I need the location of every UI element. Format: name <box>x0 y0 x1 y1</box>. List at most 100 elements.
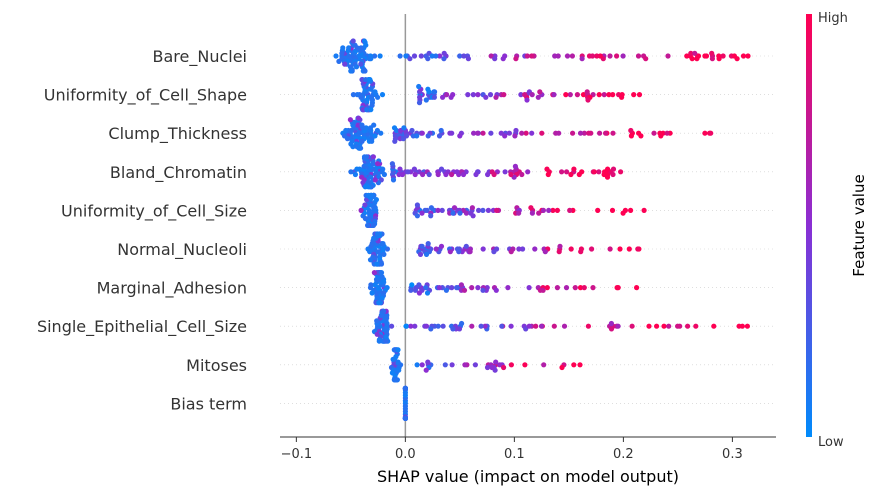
shap-point <box>375 94 381 100</box>
shap-point <box>444 92 450 98</box>
shap-point <box>368 107 374 113</box>
shap-point <box>418 53 424 59</box>
shap-point <box>438 127 444 134</box>
shap-point <box>411 166 417 172</box>
shap-point <box>407 56 413 62</box>
shap-point <box>393 377 399 383</box>
feature-label: Uniformity_of_Cell_Shape <box>44 86 247 106</box>
shap-point <box>435 171 441 178</box>
shap-point <box>395 359 401 365</box>
feature-label: Bland_Chromatin <box>110 163 247 183</box>
shap-point <box>484 364 491 371</box>
shap-point <box>336 58 342 64</box>
shap-point <box>492 56 498 62</box>
shap-point <box>620 53 626 59</box>
shap-point <box>572 285 578 291</box>
shap-point <box>414 362 420 368</box>
shap-point <box>426 171 432 178</box>
shap-point <box>361 38 367 44</box>
shap-point <box>607 53 613 59</box>
shap-point <box>636 92 643 98</box>
shap-point <box>608 326 615 332</box>
shap-point <box>646 323 652 329</box>
shap-point <box>374 318 380 324</box>
shap-point <box>374 331 380 337</box>
shap-point <box>371 122 377 128</box>
shap-point <box>469 285 475 291</box>
shap-point <box>692 50 698 56</box>
shap-point <box>708 130 714 136</box>
shap-point <box>567 207 573 213</box>
shap-point <box>370 154 376 160</box>
shap-point <box>465 92 471 98</box>
shap-point <box>643 56 649 62</box>
shap-point <box>493 359 499 365</box>
shap-point <box>423 285 429 291</box>
shap-point <box>571 166 577 172</box>
shap-point <box>358 94 364 100</box>
shap-point <box>482 323 488 329</box>
shap-point <box>557 243 563 249</box>
shap-point <box>513 127 519 134</box>
shap-point <box>416 290 422 296</box>
shap-point <box>529 92 535 98</box>
colorbar-low-label: Low <box>818 435 844 450</box>
shap-point <box>425 86 431 92</box>
shap-point <box>355 122 361 128</box>
shap-point <box>419 130 425 136</box>
shap-point <box>516 210 522 216</box>
shap-point <box>472 362 478 368</box>
shap-point <box>417 251 424 257</box>
shap-point <box>365 222 371 228</box>
shap-point <box>585 97 591 103</box>
shap-point <box>414 133 420 139</box>
shap-point <box>559 169 565 175</box>
shap-point <box>352 171 358 178</box>
scatter-points <box>333 38 751 421</box>
shap-point <box>524 53 530 59</box>
shap-point <box>449 285 455 291</box>
shap-point <box>626 246 632 252</box>
shap-point <box>364 107 370 113</box>
shap-point <box>351 119 357 125</box>
shap-point <box>591 169 597 175</box>
shap-point <box>617 246 623 252</box>
shap-point <box>400 136 406 142</box>
shap-point <box>569 53 576 59</box>
shap-point <box>577 285 584 291</box>
shap-point <box>425 241 431 247</box>
shap-point <box>709 56 716 62</box>
shap-point <box>677 323 683 329</box>
shap-point <box>442 362 448 368</box>
shap-point <box>494 246 500 252</box>
shap-point <box>641 207 647 213</box>
shap-point <box>438 243 445 249</box>
shap-point <box>461 287 468 293</box>
shap-point <box>610 171 616 178</box>
feature-label: Uniformity_of_Cell_Size <box>61 201 247 221</box>
shap-point <box>469 205 475 211</box>
shap-point <box>554 285 561 291</box>
shap-point <box>350 38 356 44</box>
shap-point <box>620 210 626 216</box>
shap-point <box>658 133 664 139</box>
shap-point <box>450 210 456 216</box>
feature-label: Normal_Nucleoli <box>117 240 247 260</box>
shap-point <box>359 174 365 180</box>
shap-point <box>470 92 476 98</box>
shap-point <box>362 68 368 74</box>
shap-point <box>532 246 538 252</box>
colorbar-gradient <box>806 14 812 437</box>
shap-point <box>363 77 369 83</box>
shap-point <box>564 53 571 59</box>
shap-point <box>523 130 529 136</box>
shap-point <box>508 323 514 329</box>
shap-point <box>493 94 499 100</box>
shap-point <box>476 207 482 213</box>
shap-point <box>381 251 387 257</box>
shap-point <box>405 169 411 175</box>
shap-point <box>366 77 372 83</box>
shap-point <box>372 89 378 95</box>
shap-point <box>631 92 637 98</box>
